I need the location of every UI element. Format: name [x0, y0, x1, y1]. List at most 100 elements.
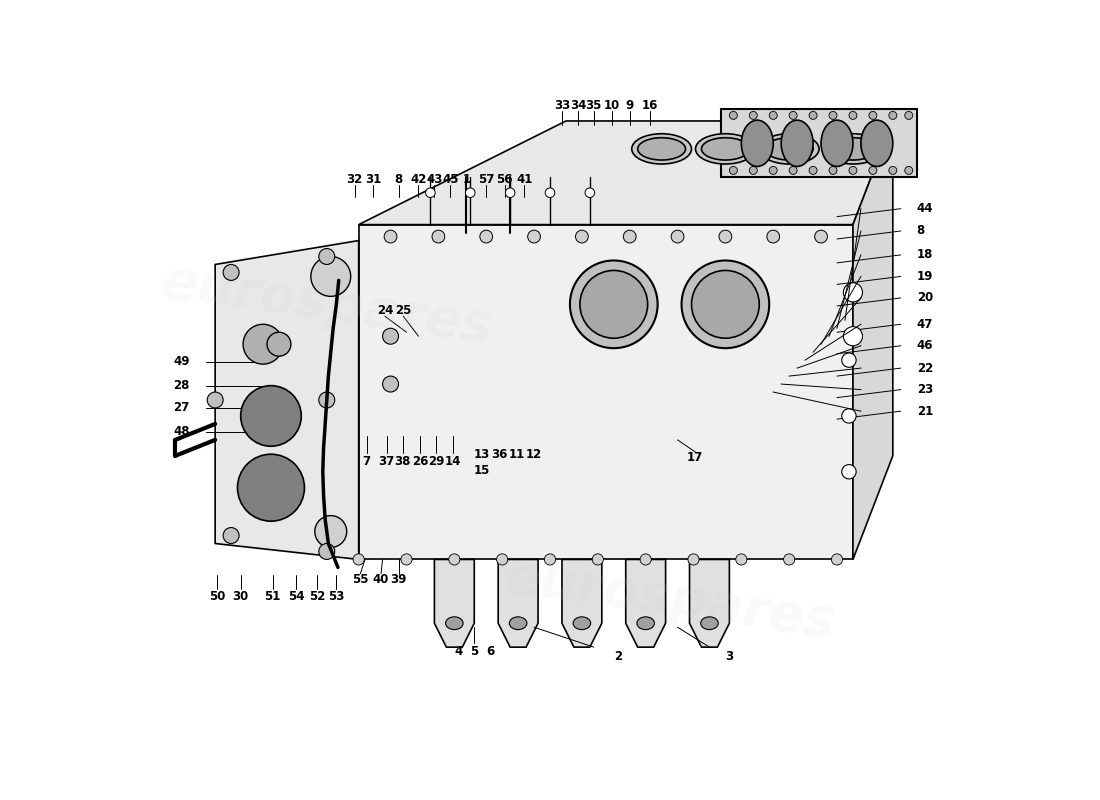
Text: 15: 15: [473, 464, 490, 477]
Circle shape: [769, 166, 778, 174]
Polygon shape: [216, 241, 359, 559]
Polygon shape: [722, 109, 916, 177]
Circle shape: [869, 111, 877, 119]
Ellipse shape: [682, 261, 769, 348]
Ellipse shape: [446, 617, 463, 630]
Circle shape: [624, 230, 636, 243]
Circle shape: [729, 166, 737, 174]
Text: 42: 42: [410, 173, 427, 186]
Text: 14: 14: [444, 455, 461, 468]
Text: 38: 38: [394, 455, 410, 468]
Circle shape: [319, 543, 334, 559]
Ellipse shape: [692, 270, 759, 338]
Text: 19: 19: [916, 270, 933, 283]
Ellipse shape: [570, 261, 658, 348]
Circle shape: [842, 353, 856, 367]
Text: 1: 1: [462, 173, 471, 186]
Ellipse shape: [741, 120, 773, 166]
Ellipse shape: [701, 617, 718, 630]
Text: 49: 49: [173, 355, 189, 368]
Polygon shape: [359, 225, 852, 559]
Ellipse shape: [637, 617, 654, 630]
Circle shape: [241, 386, 301, 446]
Text: 2: 2: [614, 650, 622, 663]
Circle shape: [810, 111, 817, 119]
Text: 29: 29: [428, 455, 444, 468]
Circle shape: [311, 257, 351, 296]
Polygon shape: [690, 559, 729, 647]
Ellipse shape: [861, 120, 893, 166]
Text: 33: 33: [553, 98, 570, 111]
Circle shape: [496, 554, 508, 565]
Circle shape: [528, 230, 540, 243]
Circle shape: [842, 409, 856, 423]
Text: 56: 56: [496, 173, 513, 186]
Ellipse shape: [695, 134, 756, 164]
Text: 44: 44: [916, 202, 933, 215]
Circle shape: [426, 188, 436, 198]
Text: 36: 36: [491, 448, 507, 461]
Text: 8: 8: [395, 173, 403, 186]
Circle shape: [267, 332, 290, 356]
Text: 39: 39: [390, 573, 407, 586]
Text: 54: 54: [288, 590, 305, 603]
Circle shape: [749, 166, 757, 174]
Text: 57: 57: [478, 173, 494, 186]
Circle shape: [767, 230, 780, 243]
Polygon shape: [434, 559, 474, 647]
Text: 12: 12: [526, 448, 542, 461]
Text: eurospares: eurospares: [158, 255, 495, 354]
Ellipse shape: [631, 134, 692, 164]
Ellipse shape: [821, 120, 852, 166]
Text: 18: 18: [916, 249, 933, 262]
Circle shape: [585, 188, 595, 198]
Text: 26: 26: [411, 455, 428, 468]
Text: 5: 5: [470, 645, 478, 658]
Circle shape: [449, 554, 460, 565]
Circle shape: [783, 554, 794, 565]
Circle shape: [505, 188, 515, 198]
Ellipse shape: [509, 617, 527, 630]
Polygon shape: [626, 559, 666, 647]
Text: 8: 8: [916, 225, 925, 238]
Text: 25: 25: [395, 304, 411, 318]
Text: 28: 28: [174, 379, 189, 392]
Circle shape: [243, 324, 283, 364]
Text: 13: 13: [473, 448, 490, 461]
Text: 47: 47: [916, 318, 933, 330]
Text: 40: 40: [373, 573, 389, 586]
Ellipse shape: [823, 134, 883, 164]
Polygon shape: [562, 559, 602, 647]
Text: 52: 52: [309, 590, 326, 603]
Circle shape: [315, 515, 346, 547]
Polygon shape: [498, 559, 538, 647]
Ellipse shape: [702, 138, 749, 160]
Text: 27: 27: [174, 402, 189, 414]
Text: 3: 3: [725, 650, 734, 663]
Ellipse shape: [766, 138, 813, 160]
Circle shape: [749, 111, 757, 119]
Circle shape: [849, 111, 857, 119]
Text: 20: 20: [916, 291, 933, 305]
Circle shape: [319, 249, 334, 265]
Text: 53: 53: [328, 590, 344, 603]
Text: 32: 32: [346, 173, 363, 186]
Circle shape: [671, 230, 684, 243]
Circle shape: [223, 265, 239, 281]
Polygon shape: [359, 121, 893, 225]
Ellipse shape: [781, 120, 813, 166]
Text: 34: 34: [570, 98, 586, 111]
Circle shape: [842, 465, 856, 479]
Circle shape: [241, 466, 285, 510]
Circle shape: [640, 554, 651, 565]
Text: 51: 51: [264, 590, 280, 603]
Text: 23: 23: [916, 383, 933, 396]
Circle shape: [400, 554, 412, 565]
Text: 7: 7: [363, 455, 371, 468]
Circle shape: [465, 188, 475, 198]
Ellipse shape: [580, 270, 648, 338]
Circle shape: [544, 554, 556, 565]
Ellipse shape: [759, 134, 820, 164]
Circle shape: [844, 283, 862, 302]
Circle shape: [869, 166, 877, 174]
